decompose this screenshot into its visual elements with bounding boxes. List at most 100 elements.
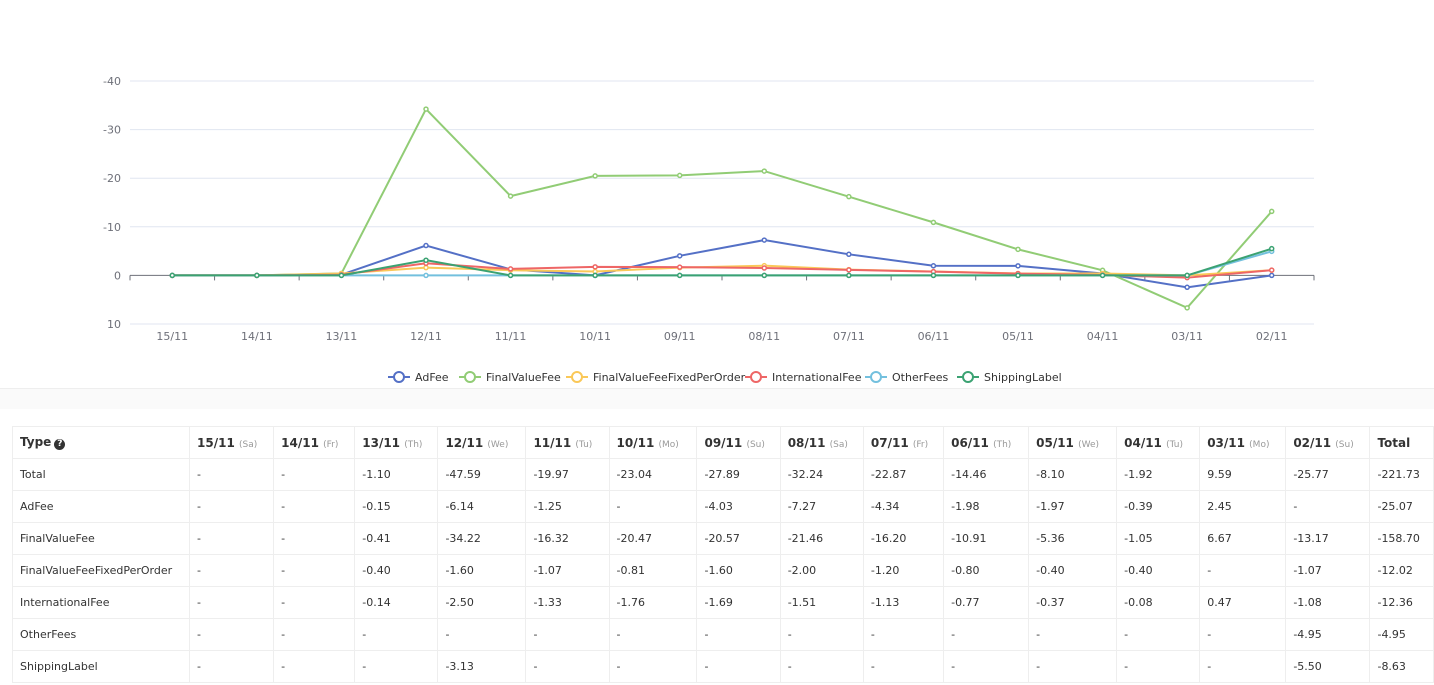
weekday: (We) (487, 439, 509, 450)
date: 13/11 (362, 435, 401, 450)
legend-item-FinalValueFeeFixedPerOrder[interactable]: FinalValueFeeFixedPerOrder (566, 371, 746, 384)
cell-value: -0.40 (354, 554, 439, 587)
legend-item-InternationalFee[interactable]: InternationalFee (745, 371, 862, 384)
cell-value: -2.50 (437, 586, 527, 619)
data-point[interactable] (1015, 272, 1021, 279)
legend-label: ShippingLabel (984, 371, 1062, 384)
data-point[interactable] (423, 264, 429, 271)
cell-value: - (862, 650, 945, 683)
data-point[interactable] (338, 272, 345, 279)
weekday: (Su) (1335, 439, 1354, 450)
weekday: (We) (1078, 439, 1100, 450)
data-point[interactable] (507, 193, 514, 199)
data-point[interactable] (1015, 246, 1021, 253)
row-total: -25.07 (1369, 490, 1434, 523)
data-point[interactable] (423, 257, 429, 263)
data-point[interactable] (1184, 305, 1190, 311)
x-tick-label: 14/11 (241, 330, 273, 343)
cell-value: -1.20 (862, 554, 945, 587)
weekday: (Mo) (658, 439, 679, 450)
cell-value: -1.60 (437, 554, 527, 587)
series-line-ShippingLabel (172, 247, 1273, 277)
cell-value: - (696, 650, 781, 683)
data-point[interactable] (676, 264, 683, 270)
x-tick-label: 06/11 (918, 330, 950, 343)
data-point[interactable] (1099, 272, 1106, 279)
cell-value: - (354, 618, 439, 651)
legend-item-OtherFees[interactable]: OtherFees (865, 371, 948, 384)
data-point[interactable] (761, 237, 768, 243)
cell-value: -47.59 (437, 458, 527, 491)
cell-value: -4.03 (696, 490, 781, 523)
data-point[interactable] (1268, 272, 1275, 279)
data-point[interactable] (761, 168, 768, 174)
data-point[interactable] (507, 266, 514, 272)
cell-value: - (273, 490, 356, 523)
x-tick-label: 15/11 (156, 330, 188, 343)
legend-item-AdFee[interactable]: AdFee (388, 371, 449, 384)
data-point[interactable] (1268, 267, 1275, 273)
row-type: FinalValueFeeFixedPerOrder (11, 554, 191, 587)
y-tick-label: -20 (103, 172, 121, 185)
data-point[interactable] (1268, 245, 1275, 252)
data-point[interactable] (592, 264, 598, 270)
table-header-row: Type? 15/11 (Sa) 14/11 (Fr) 13/11 (Th) 12/1… (11, 426, 1434, 459)
cell-value: -0.37 (1028, 586, 1118, 619)
data-point[interactable] (761, 265, 768, 271)
type-header: Type? (11, 426, 191, 459)
x-tick-label: 09/11 (664, 330, 696, 343)
data-point[interactable] (676, 272, 683, 279)
cell-value: -1.07 (525, 554, 610, 587)
legend-item-ShippingLabel[interactable]: ShippingLabel (957, 371, 1062, 384)
data-point[interactable] (930, 272, 937, 279)
data-point[interactable] (846, 267, 852, 273)
data-point[interactable] (930, 219, 937, 226)
cell-value: -1.07 (1285, 554, 1371, 587)
cell-value: -1.69 (696, 586, 781, 619)
data-point[interactable] (676, 172, 683, 179)
data-point[interactable] (423, 242, 429, 249)
weekday: (Th) (404, 439, 423, 450)
cell-value: - (1199, 554, 1287, 587)
data-point[interactable] (846, 272, 852, 279)
data-point[interactable] (592, 173, 598, 179)
data-point[interactable] (1184, 284, 1190, 291)
cell-value: -32.24 (779, 458, 864, 491)
cell-value: - (1028, 650, 1118, 683)
table-row: OtherFees - - - - - - - - - - - - - -4.95 -4.95 (11, 618, 1434, 651)
date: 12/11 (445, 435, 484, 450)
cell-value: - (273, 554, 356, 587)
cell-value: - (189, 458, 275, 491)
x-tick-label: 08/11 (748, 330, 780, 343)
data-point[interactable] (846, 193, 852, 200)
data-point[interactable] (423, 106, 429, 112)
cell-value: -1.08 (1285, 586, 1371, 619)
data-point[interactable] (1184, 272, 1190, 279)
date-column-header: 02/11 (Su) (1285, 426, 1371, 459)
legend-item-FinalValueFee[interactable]: FinalValueFee (459, 371, 561, 384)
legend-label: AdFee (415, 371, 449, 384)
question-circle-icon[interactable]: ? (54, 439, 66, 450)
data-point[interactable] (1268, 208, 1275, 215)
table-row: FinalValueFeeFixedPerOrder - - -0.40 -1.60 -1… (11, 554, 1434, 587)
data-point[interactable] (592, 272, 598, 279)
table-row: InternationalFee - - -0.14 -2.50 -1.33 -1.76 -1… (11, 586, 1434, 619)
data-point[interactable] (507, 272, 514, 279)
data-point[interactable] (846, 251, 852, 258)
cell-value: -23.04 (608, 458, 698, 491)
date: 08/11 (787, 435, 826, 450)
data-point[interactable] (423, 272, 429, 279)
row-total: -221.73 (1369, 458, 1434, 491)
data-point[interactable] (761, 272, 768, 279)
cell-value: - (1285, 490, 1371, 523)
cell-value: -19.97 (525, 458, 610, 491)
cell-value: 0.47 (1199, 586, 1287, 619)
data-point[interactable] (1015, 263, 1021, 269)
data-point[interactable] (169, 272, 176, 279)
data-point[interactable] (676, 253, 683, 259)
date: 02/11 (1293, 435, 1332, 450)
data-point[interactable] (254, 272, 260, 279)
cell-value: - (189, 618, 275, 651)
data-point[interactable] (930, 263, 937, 269)
cell-value: -1.33 (525, 586, 610, 619)
